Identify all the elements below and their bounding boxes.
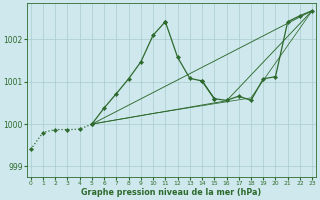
X-axis label: Graphe pression niveau de la mer (hPa): Graphe pression niveau de la mer (hPa) (81, 188, 261, 197)
